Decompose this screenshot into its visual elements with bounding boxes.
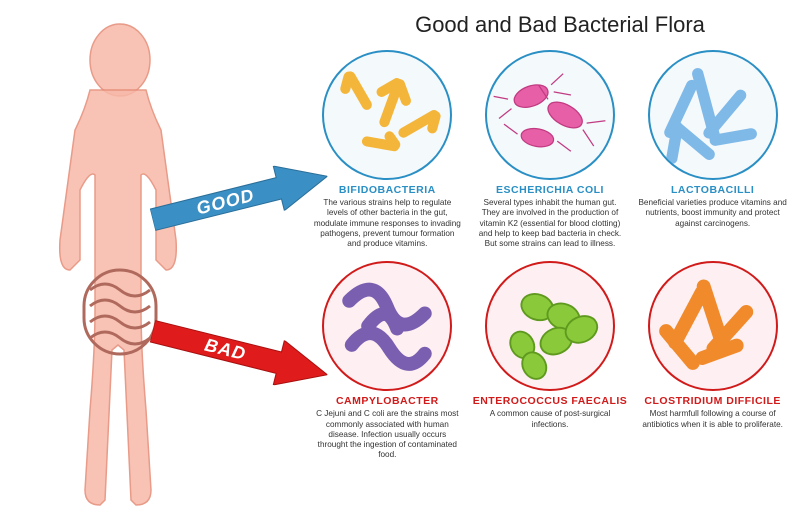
bacteria-desc: Beneficial varieties produce vitamins an… — [636, 198, 790, 229]
bacteria-circle — [322, 50, 452, 180]
bacteria-circle — [485, 50, 615, 180]
bacteria-cell: ENTEROCOCCUS FAECALIS A common cause of p… — [473, 261, 628, 460]
bacteria-circle — [485, 261, 615, 391]
bacteria-circle — [648, 261, 778, 391]
human-figure — [0, 10, 250, 510]
bacteria-cell: BIFIDOBACTERIA The various strains help t… — [310, 50, 465, 249]
bacteria-cell: CAMPYLOBACTER C Jejuni and C coli are the… — [310, 261, 465, 460]
bacteria-cell: CLOSTRIDIUM DIFFICILE Most harmfull follo… — [635, 261, 790, 460]
page-title: Good and Bad Bacterial Flora — [340, 12, 780, 38]
bacteria-desc: The various strains help to regulate lev… — [310, 198, 464, 249]
bacteria-name: ENTEROCOCCUS FAECALIS — [473, 395, 628, 407]
bacteria-cell: LACTOBACILLI Beneficial varieties produce… — [635, 50, 790, 249]
bacteria-desc: Several types inhabit the human gut. The… — [473, 198, 627, 249]
bacteria-grid: BIFIDOBACTERIA The various strains help t… — [310, 50, 790, 461]
bacteria-desc: Most harmfull following a course of anti… — [636, 409, 790, 430]
bacteria-cell: ESCHERICHIA COLI Several types inhabit th… — [473, 50, 628, 249]
bacteria-desc: C Jejuni and C coli are the strains most… — [310, 409, 464, 460]
bacteria-name: BIFIDOBACTERIA — [339, 184, 436, 196]
bacteria-name: CLOSTRIDIUM DIFFICILE — [644, 395, 781, 407]
bacteria-name: LACTOBACILLI — [671, 184, 754, 196]
bacteria-desc: A common cause of post-surgical infectio… — [473, 409, 627, 430]
bacteria-circle — [648, 50, 778, 180]
bacteria-name: CAMPYLOBACTER — [336, 395, 439, 407]
bacteria-name: ESCHERICHIA COLI — [496, 184, 604, 196]
bacteria-circle — [322, 261, 452, 391]
